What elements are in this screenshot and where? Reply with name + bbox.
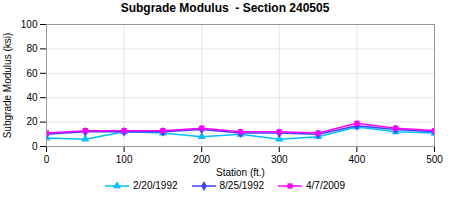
svg-text:20: 20 [26, 116, 38, 127]
svg-text:60: 60 [26, 68, 38, 79]
svg-text:300: 300 [271, 154, 288, 165]
svg-text:200: 200 [193, 154, 210, 165]
svg-text:500: 500 [426, 154, 443, 165]
html-text:2/20/1992: 2/20/1992 [133, 180, 178, 191]
html-text:8/25/1992: 8/25/1992 [219, 180, 264, 191]
svg-text:0: 0 [32, 141, 38, 152]
svg-text:Subgrade Modulus (ksi): Subgrade Modulus (ksi) [2, 33, 13, 139]
html-text:4/7/2009: 4/7/2009 [306, 180, 345, 191]
svg-text:Station (ft.): Station (ft.) [216, 167, 265, 178]
svg-text:100: 100 [116, 154, 133, 165]
svg-text:100: 100 [21, 19, 38, 30]
html-text:Subgrade Modulus - Section 240: Subgrade Modulus - Section 240505 [120, 1, 330, 15]
svg-text:80: 80 [26, 43, 38, 54]
svg-text:400: 400 [349, 154, 366, 165]
svg-text:40: 40 [26, 92, 38, 103]
svg-text:0: 0 [44, 154, 50, 165]
